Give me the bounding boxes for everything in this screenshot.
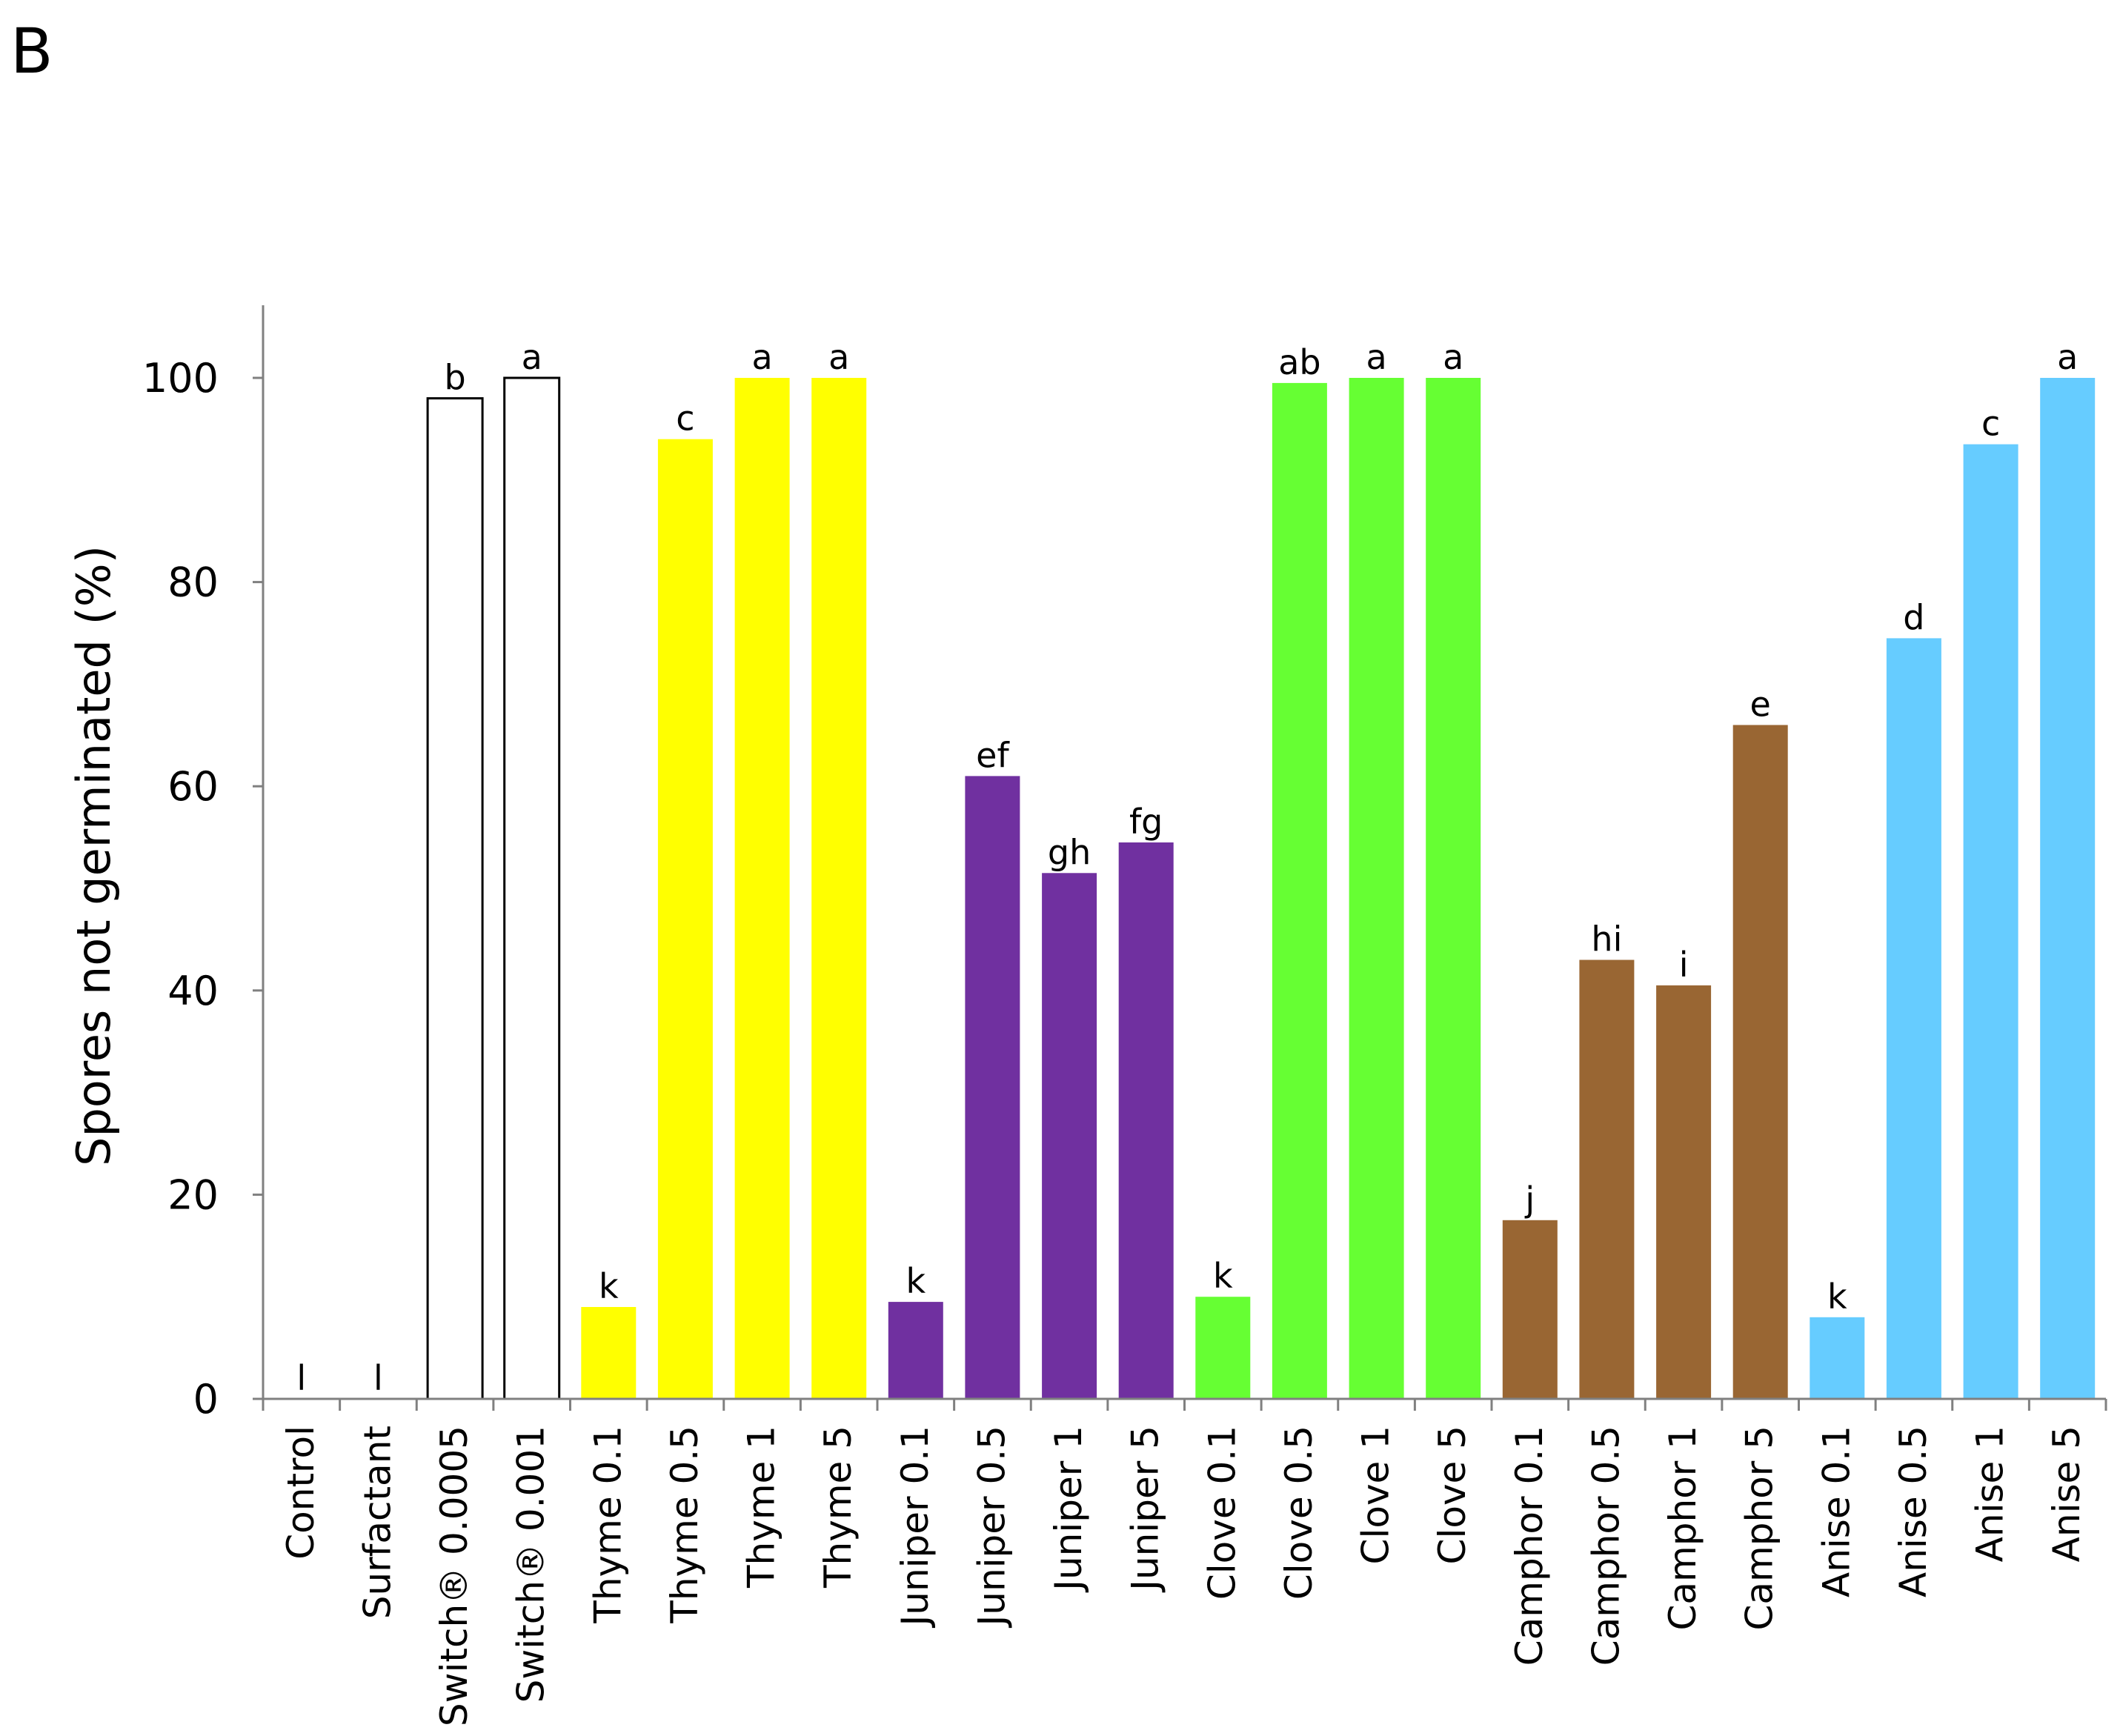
data-label: c — [676, 399, 694, 439]
bar-thyme-0-5 — [657, 439, 713, 1400]
bar-juniper-0-1 — [888, 1302, 943, 1399]
x-tick-label: Thyme 1 — [740, 1426, 783, 1589]
x-tick-label: Camphor 0.1 — [1508, 1426, 1551, 1666]
x-tick-label: Anise 1 — [1969, 1426, 2012, 1562]
bars-group — [426, 376, 2096, 1400]
axes-group — [253, 305, 2107, 1411]
data-label: k — [1827, 1277, 1847, 1317]
x-tick-label: Camphor 1 — [1661, 1426, 1704, 1631]
data-label: hi — [1591, 919, 1622, 960]
bar-clove-5 — [1426, 378, 1481, 1399]
x-tick-label: Clove 5 — [1431, 1426, 1474, 1564]
data-label: a — [1366, 337, 1386, 377]
bar-thyme-0-1 — [581, 1307, 637, 1399]
x-tick-label: Anise 5 — [2045, 1426, 2088, 1562]
bar-anise-0-1 — [1810, 1317, 1865, 1399]
data-label: a — [2057, 337, 2078, 377]
y-tick-label: 0 — [193, 1376, 219, 1423]
bar-clove-0-1 — [1195, 1297, 1251, 1399]
bar-thyme-5 — [811, 378, 867, 1399]
data-label: ab — [1278, 342, 1320, 382]
bar-thyme-1 — [734, 378, 790, 1399]
data-label: d — [1903, 597, 1924, 637]
data-label: fg — [1129, 802, 1163, 842]
panel-label: B — [10, 15, 53, 87]
bar-juniper-1 — [1042, 873, 1097, 1399]
x-tick-label: Camphor 5 — [1738, 1426, 1781, 1631]
bar-anise-1 — [1963, 444, 2018, 1399]
data-label: a — [1443, 337, 1463, 377]
data-label: l — [373, 1358, 383, 1398]
x-tick-label: Juniper 0.1 — [894, 1426, 937, 1628]
y-tick-label: 60 — [167, 763, 219, 810]
x-tick-label: Juniper 5 — [1124, 1426, 1167, 1593]
bar-switch-0-0005 — [426, 397, 484, 1400]
bar-anise-5 — [2040, 378, 2096, 1399]
bar-clove-0-5 — [1272, 382, 1327, 1399]
data-label: l — [296, 1358, 306, 1398]
bar-juniper-0-5 — [965, 776, 1020, 1399]
bar-camphor-0-5 — [1579, 960, 1635, 1399]
data-label: i — [1679, 945, 1689, 985]
y-tick-label: 80 — [167, 559, 219, 606]
bar-anise-0-5 — [1886, 638, 1941, 1399]
x-tick-label: Clove 1 — [1355, 1426, 1398, 1564]
data-label: a — [828, 337, 849, 377]
data-label: ef — [976, 735, 1010, 775]
x-tick-label: Control — [279, 1426, 322, 1560]
bar-juniper-5 — [1118, 842, 1174, 1399]
x-tick-label: Thyme 0.5 — [663, 1426, 706, 1624]
x-tick-label: Switch® 0.0005 — [433, 1426, 476, 1726]
y-axis-label: Spores not germinated (%) — [67, 545, 121, 1166]
data-label: a — [751, 337, 772, 377]
x-tick-label: Anise 0.1 — [1815, 1426, 1858, 1597]
x-tick-label: Juniper 1 — [1047, 1426, 1090, 1593]
x-tick-label: Anise 0.5 — [1892, 1426, 1935, 1597]
data-label: k — [599, 1266, 619, 1306]
x-tick-label: Thyme 0.1 — [586, 1426, 629, 1624]
y-tick-label: 40 — [167, 968, 219, 1014]
x-ticks-group: Control Surfactant Switch® 0.0005 Switch® 0… — [279, 1426, 2088, 1726]
bar-camphor-1 — [1656, 985, 1712, 1399]
data-label: e — [1750, 685, 1771, 725]
data-label: k — [1213, 1256, 1233, 1296]
y-tick-label: 100 — [142, 355, 219, 402]
data-label: c — [1981, 404, 2000, 444]
bar-camphor-0-1 — [1502, 1220, 1558, 1399]
bar-clove-1 — [1349, 378, 1404, 1399]
data-label: gh — [1048, 832, 1091, 872]
bar-camphor-5 — [1732, 725, 1788, 1399]
x-tick-label: Thyme 5 — [817, 1426, 860, 1589]
data-label: a — [522, 337, 542, 377]
x-tick-label: Switch® 0.001 — [510, 1426, 553, 1703]
bar-switch-0-001 — [503, 376, 561, 1400]
data-label: k — [906, 1261, 926, 1301]
y-tick-label: 20 — [167, 1171, 219, 1218]
data-label: j — [1524, 1180, 1535, 1220]
x-tick-label: Camphor 0.5 — [1584, 1426, 1627, 1666]
x-tick-label: Juniper 0.5 — [970, 1426, 1013, 1628]
x-tick-label: Clove 0.5 — [1277, 1426, 1320, 1600]
x-tick-label: Surfactant — [356, 1426, 399, 1619]
data-label: b — [444, 358, 465, 398]
x-tick-label: Clove 0.1 — [1200, 1426, 1243, 1600]
y-ticks-group: 0 20 40 60 80 100 — [142, 355, 219, 1423]
